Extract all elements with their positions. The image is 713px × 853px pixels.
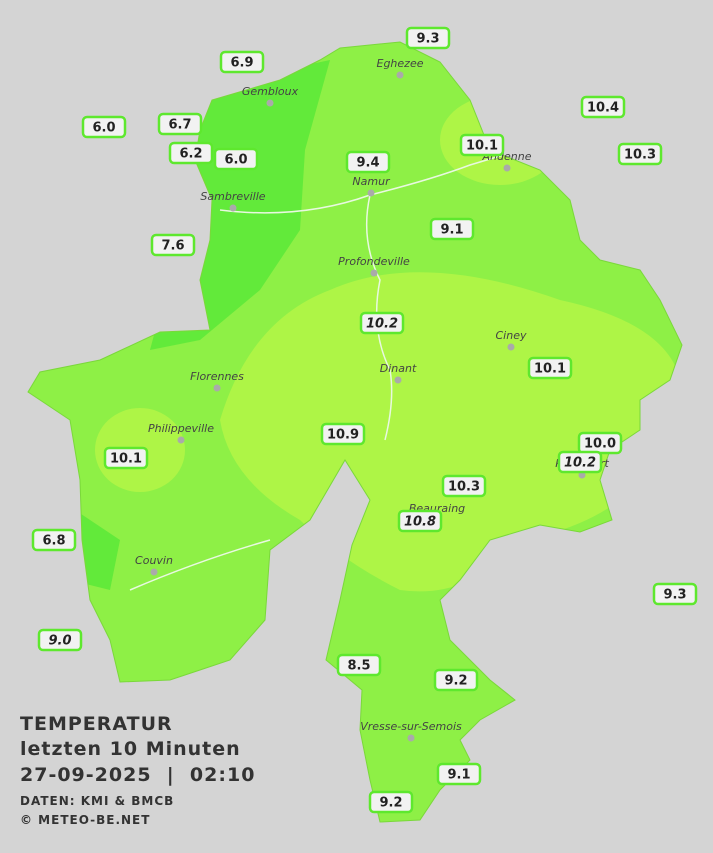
place-label: Dinant: [380, 362, 417, 375]
station-box: [345, 150, 391, 174]
place-dot: [507, 343, 515, 351]
place-dot: [503, 164, 511, 172]
station-value: 9.3: [663, 588, 686, 603]
station-box: [336, 653, 382, 677]
place-label: Couvin: [135, 554, 173, 567]
station-box: [81, 115, 127, 139]
station-value: 9.3: [416, 32, 439, 47]
station-value: 10.4: [587, 101, 619, 116]
station-value: 10.1: [534, 362, 566, 377]
place-label: Eghezee: [377, 57, 424, 70]
station-box: [433, 668, 479, 692]
station-value: 10.2: [366, 317, 398, 332]
station-box: [359, 311, 405, 335]
place-dot: [396, 71, 404, 79]
place-dot: [394, 376, 402, 384]
place-label: Profondeville: [338, 255, 410, 268]
station-box: [31, 528, 77, 552]
legend-title: TEMPERATUR: [20, 713, 173, 735]
station-value: 6.9: [230, 56, 253, 71]
station-value: 6.7: [168, 118, 191, 133]
station-box: [580, 95, 626, 119]
station-value: 9.4: [356, 156, 379, 171]
place-dot: [177, 436, 185, 444]
place-label: Sambreville: [200, 190, 265, 203]
station-value: 9.0: [48, 634, 71, 649]
station-value: 10.1: [110, 452, 142, 467]
station-box: [397, 509, 443, 533]
station-box: [368, 790, 414, 814]
place-label: Namur: [352, 175, 391, 188]
place-dot: [213, 384, 221, 392]
station-value: 9.1: [440, 223, 463, 238]
place-label: Ciney: [496, 329, 527, 342]
legend-copyright: © METEO-BE.NET: [20, 813, 150, 827]
station-value: 10.8: [404, 515, 436, 530]
place-dot: [150, 568, 158, 576]
station-box: [436, 762, 482, 786]
legend-source: DATEN: KMI & BMCB: [20, 794, 174, 808]
place-dot: [370, 269, 378, 277]
station-value: 10.3: [448, 480, 480, 495]
station-box: [103, 446, 149, 470]
station-value: 9.1: [447, 768, 470, 783]
station-value: 10.2: [564, 456, 596, 471]
station-box: [150, 233, 196, 257]
station-box: [157, 112, 203, 136]
place-label: Florennes: [190, 370, 244, 383]
station-value: 10.0: [584, 437, 616, 452]
station-box: [557, 450, 603, 474]
place-dot: [407, 734, 415, 742]
station-box: [652, 582, 698, 606]
station-box: [527, 356, 573, 380]
place-dot: [367, 189, 375, 197]
station-box: [617, 142, 663, 166]
station-value: 10.1: [466, 139, 498, 154]
place-label: Philippeville: [148, 422, 214, 435]
station-box: [459, 133, 505, 157]
station-box: [441, 474, 487, 498]
station-value: 6.2: [179, 147, 202, 162]
legend-period: letzten 10 Minuten: [20, 738, 241, 760]
station-value: 6.0: [92, 121, 115, 136]
station-value: 10.9: [327, 428, 359, 443]
place-dot: [266, 99, 274, 107]
station-box: [168, 141, 214, 165]
station-value: 7.6: [161, 239, 184, 254]
station-value: 9.2: [379, 796, 402, 811]
station-value: 9.2: [444, 674, 467, 689]
place-label: Gembloux: [242, 85, 299, 98]
station-box: [219, 50, 265, 74]
station-box: [213, 147, 259, 171]
station-value: 10.3: [624, 148, 656, 163]
place-label: Vresse-sur-Semois: [360, 720, 462, 733]
station-box: [429, 217, 475, 241]
legend-datetime: 27-09-2025 | 02:10: [20, 764, 255, 786]
station-box: [37, 628, 83, 652]
station-value: 8.5: [347, 659, 370, 674]
place-dot: [229, 204, 237, 212]
station-value: 6.0: [224, 153, 247, 168]
station-value: 6.8: [42, 534, 65, 549]
station-box: [405, 26, 451, 50]
station-box: [320, 422, 366, 446]
